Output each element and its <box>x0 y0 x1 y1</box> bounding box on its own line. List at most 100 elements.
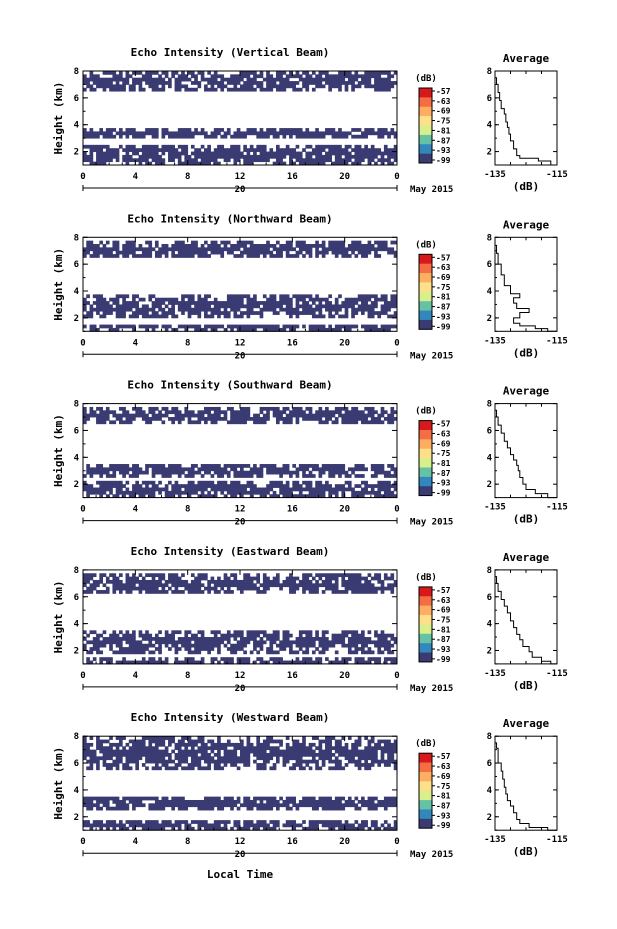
month-label: May 2015 <box>410 185 453 195</box>
colorbar-tick-label: -81 <box>436 792 451 801</box>
colorbar-tick-label: -81 <box>436 459 451 468</box>
panel-title: Echo Intensity (Northward Beam) <box>127 212 332 225</box>
colorbar-segment <box>419 429 432 440</box>
average-y-tick-label: 2 <box>487 314 492 324</box>
y-tick-label: 8 <box>74 233 79 243</box>
average-y-tick-label: 2 <box>487 148 492 158</box>
panel-title: Echo Intensity (Eastward Beam) <box>131 545 330 558</box>
colorbar-segment <box>419 439 432 450</box>
x-tick-label: 4 <box>133 505 139 515</box>
average-y-tick-label: 6 <box>487 426 492 436</box>
x-tick-label: 0 <box>394 671 399 681</box>
day-label: 20 <box>235 684 246 694</box>
colorbar-tick-label: -75 <box>436 449 451 458</box>
x-tick-label: 0 <box>394 172 399 182</box>
x-tick-label: 0 <box>394 837 399 847</box>
average-title: Average <box>503 551 550 564</box>
colorbar-tick-label: -93 <box>436 645 451 654</box>
x-tick-label: 12 <box>235 505 246 515</box>
colorbar-segment <box>419 586 432 597</box>
colorbar-tick-label: -99 <box>436 655 451 664</box>
x-tick-label: 20 <box>339 671 350 681</box>
panel-title: Echo Intensity (Vertical Beam) <box>131 46 330 59</box>
average-x-tick-label: -135 <box>484 669 506 679</box>
colorbar-segment <box>419 615 432 625</box>
x-tick-label: 12 <box>235 172 246 182</box>
average-y-tick-label: 8 <box>487 566 492 576</box>
colorbar-segment <box>419 448 432 459</box>
colorbar-segment <box>419 282 432 293</box>
panel-0: Echo Intensity (Vertical Beam) 2 4 6 8 Height… <box>52 46 568 195</box>
x-tick-label: 16 <box>287 505 298 515</box>
colorbar-tick-label: -57 <box>436 420 451 429</box>
average-y-tick-label: 6 <box>487 593 492 603</box>
x-tick-label: 20 <box>339 172 350 182</box>
colorbar-tick-label: -75 <box>436 283 451 292</box>
x-tick-label: 12 <box>235 837 246 847</box>
y-tick-label: 4 <box>74 121 80 131</box>
x-tick-label: 0 <box>80 338 85 348</box>
y-tick-label: 2 <box>74 813 79 823</box>
average-x-tick-label: -135 <box>484 835 506 845</box>
colorbar-segment <box>419 467 432 478</box>
panel-1: Echo Intensity (Northward Beam) 2 4 6 8 Heigh… <box>52 212 568 361</box>
colorbar-tick-label: -99 <box>436 489 451 498</box>
colorbar-tick-label: -69 <box>436 107 451 116</box>
x-tick-label: 8 <box>185 505 190 515</box>
average-y-tick-label: 8 <box>487 233 492 243</box>
x-tick-label: 20 <box>339 338 350 348</box>
x-tick-label: 16 <box>287 172 298 182</box>
average-x-label: (dB) <box>513 180 540 193</box>
colorbar-segment <box>419 762 432 773</box>
colorbar-tick-label: -69 <box>436 606 451 615</box>
colorbar-segment <box>419 116 432 126</box>
average-y-tick-label: 8 <box>487 732 492 742</box>
average-x-tick-label: -115 <box>546 835 568 845</box>
month-label: May 2015 <box>410 351 453 361</box>
x-tick-label: 12 <box>235 671 246 681</box>
heatmap-cells <box>83 406 398 498</box>
colorbar-tick-label: -87 <box>436 635 451 644</box>
x-tick-label: 16 <box>287 671 298 681</box>
y-axis-label: Height (km) <box>52 747 65 820</box>
colorbar-tick-label: -81 <box>436 625 451 634</box>
colorbar-tick-label: -75 <box>436 615 451 624</box>
heatmap-cells <box>83 240 398 332</box>
y-tick-label: 8 <box>74 67 79 77</box>
y-tick-label: 4 <box>74 620 80 630</box>
colorbar-frame <box>418 253 433 330</box>
heatmap-cells <box>83 736 398 831</box>
y-axis-label: Height (km) <box>52 248 65 321</box>
colorbar-segment <box>419 781 432 791</box>
colorbar-segment <box>419 319 432 330</box>
average-frame <box>494 569 558 665</box>
colorbar-segment <box>419 420 432 431</box>
x-tick-label: 4 <box>133 837 139 847</box>
y-tick-label: 2 <box>74 480 79 490</box>
colorbar-tick-label: -93 <box>436 479 451 488</box>
colorbar-tick-label: -93 <box>436 312 451 321</box>
y-tick-label: 2 <box>74 148 79 158</box>
average-x-tick-label: -115 <box>546 336 568 346</box>
beam-panels: Echo Intensity (Vertical Beam) 2 4 6 8 Height… <box>52 46 568 860</box>
colorbar-tick-label: -69 <box>436 439 451 448</box>
y-tick-label: 4 <box>74 287 80 297</box>
colorbar-segment <box>419 310 432 321</box>
colorbar-unit: (dB) <box>415 739 437 749</box>
colorbar-tick-label: -99 <box>436 322 451 331</box>
average-y-tick-label: 4 <box>487 453 493 463</box>
colorbar-frame <box>418 420 433 497</box>
y-axis-label: Height (km) <box>52 82 65 155</box>
y-tick-label: 6 <box>74 94 79 104</box>
colorbar-segment <box>419 624 432 635</box>
heatmap-cells <box>83 573 398 665</box>
y-tick-label: 2 <box>74 646 79 656</box>
average-title: Average <box>503 385 550 398</box>
x-tick-label: 8 <box>185 837 190 847</box>
colorbar-segment <box>419 254 432 264</box>
colorbar-tick-label: -81 <box>436 126 451 135</box>
y-tick-label: 8 <box>74 400 79 410</box>
x-tick-label: 0 <box>394 338 399 348</box>
colorbar-tick-label: -63 <box>436 596 451 605</box>
average-y-tick-label: 2 <box>487 813 492 823</box>
